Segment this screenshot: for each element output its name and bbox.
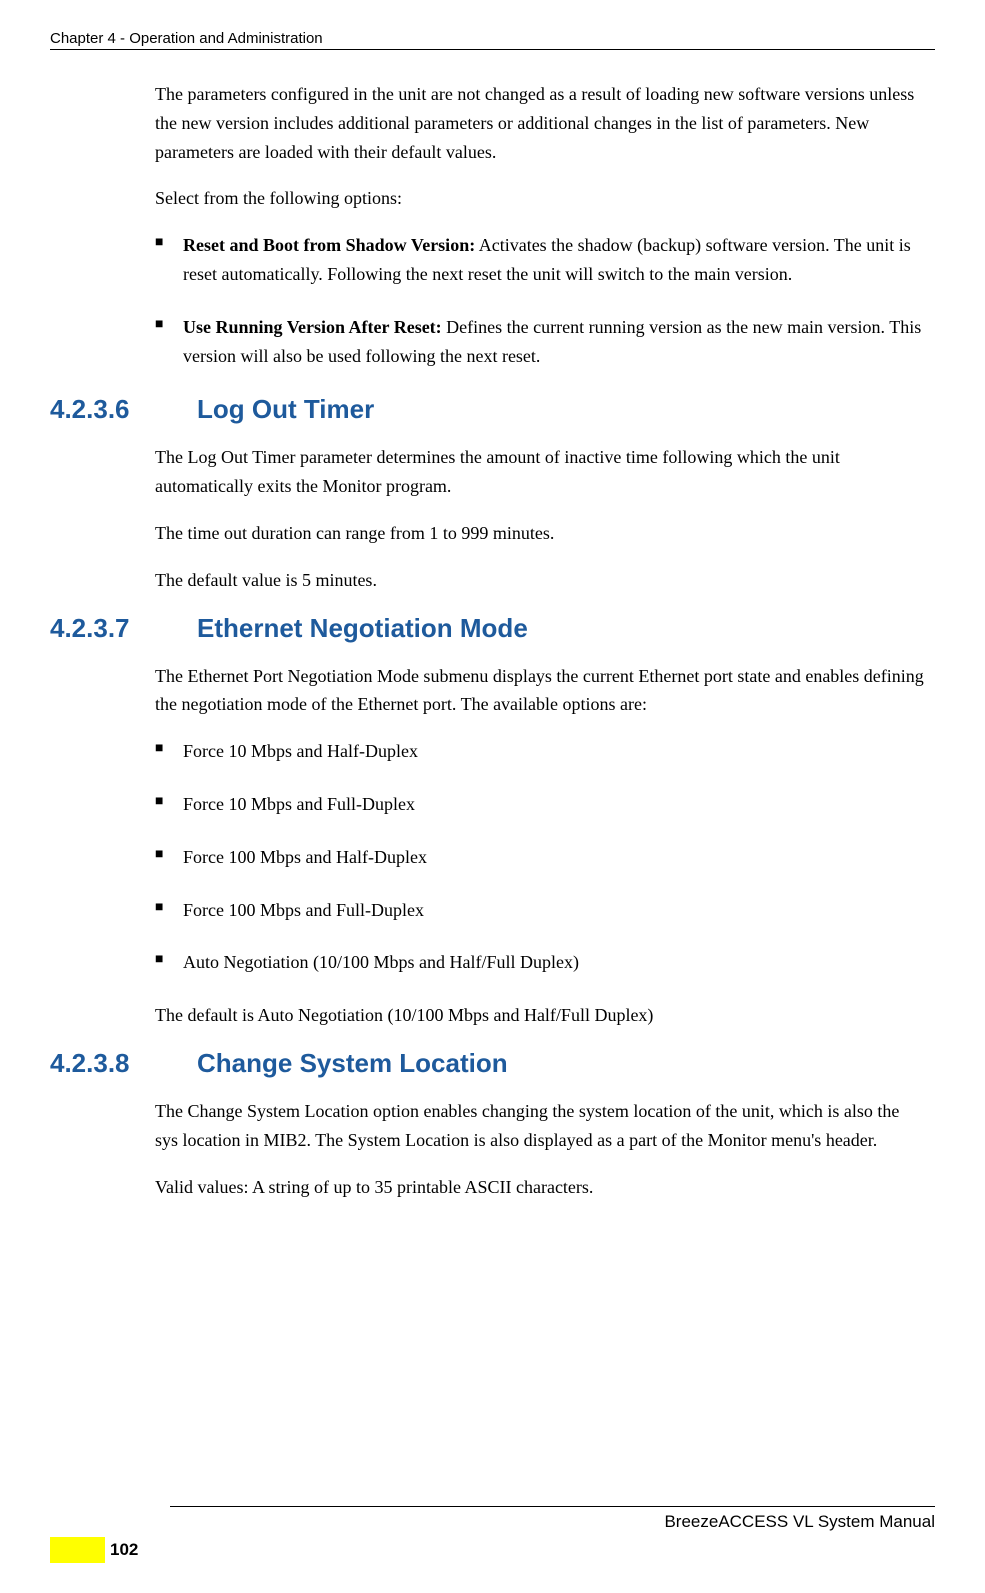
body-paragraph: The Log Out Timer parameter determines t…: [155, 443, 925, 501]
section-number: 4.2.3.7: [50, 613, 145, 644]
section-number: 4.2.3.6: [50, 394, 145, 425]
list-item: Force 100 Mbps and Half-Duplex: [155, 843, 925, 872]
body-paragraph: The default value is 5 minutes.: [155, 566, 925, 595]
version-options-list: Reset and Boot from Shadow Version: Acti…: [155, 231, 925, 370]
footer: BreezeACCESS VL System Manual 102: [0, 1506, 985, 1563]
manual-name: BreezeACCESS VL System Manual: [170, 1512, 935, 1532]
option-bold: Reset and Boot from Shadow Version:: [183, 235, 475, 255]
content-area: The parameters configured in the unit ar…: [50, 80, 935, 1563]
section-title: Log Out Timer: [197, 394, 374, 425]
list-item: Auto Negotiation (10/100 Mbps and Half/F…: [155, 948, 925, 977]
list-item: Reset and Boot from Shadow Version: Acti…: [155, 231, 925, 289]
chapter-label: Chapter 4 - Operation and Administration: [50, 30, 323, 47]
ethernet-options-list: Force 10 Mbps and Half-Duplex Force 10 M…: [155, 737, 925, 977]
page-number: 102: [110, 1540, 138, 1560]
list-item: Force 10 Mbps and Full-Duplex: [155, 790, 925, 819]
list-item: Force 10 Mbps and Half-Duplex: [155, 737, 925, 766]
body-paragraph: The time out duration can range from 1 t…: [155, 519, 925, 548]
intro-paragraph: The parameters configured in the unit ar…: [155, 80, 925, 166]
yellow-accent: [50, 1537, 105, 1563]
section-heading: 4.2.3.8 Change System Location: [50, 1048, 925, 1079]
list-item: Force 100 Mbps and Full-Duplex: [155, 896, 925, 925]
section-number: 4.2.3.8: [50, 1048, 145, 1079]
section-title: Change System Location: [197, 1048, 508, 1079]
section-heading: 4.2.3.7 Ethernet Negotiation Mode: [50, 613, 925, 644]
section-title: Ethernet Negotiation Mode: [197, 613, 528, 644]
body-paragraph: Valid values: A string of up to 35 print…: [155, 1173, 925, 1202]
page-header: Chapter 4 - Operation and Administration: [50, 30, 935, 50]
option-bold: Use Running Version After Reset:: [183, 317, 442, 337]
select-intro: Select from the following options:: [155, 184, 925, 213]
body-paragraph: The Change System Location option enable…: [155, 1097, 925, 1155]
body-paragraph: The default is Auto Negotiation (10/100 …: [155, 1001, 925, 1030]
section-heading: 4.2.3.6 Log Out Timer: [50, 394, 925, 425]
list-item: Use Running Version After Reset: Defines…: [155, 313, 925, 371]
body-paragraph: The Ethernet Port Negotiation Mode subme…: [155, 662, 925, 720]
